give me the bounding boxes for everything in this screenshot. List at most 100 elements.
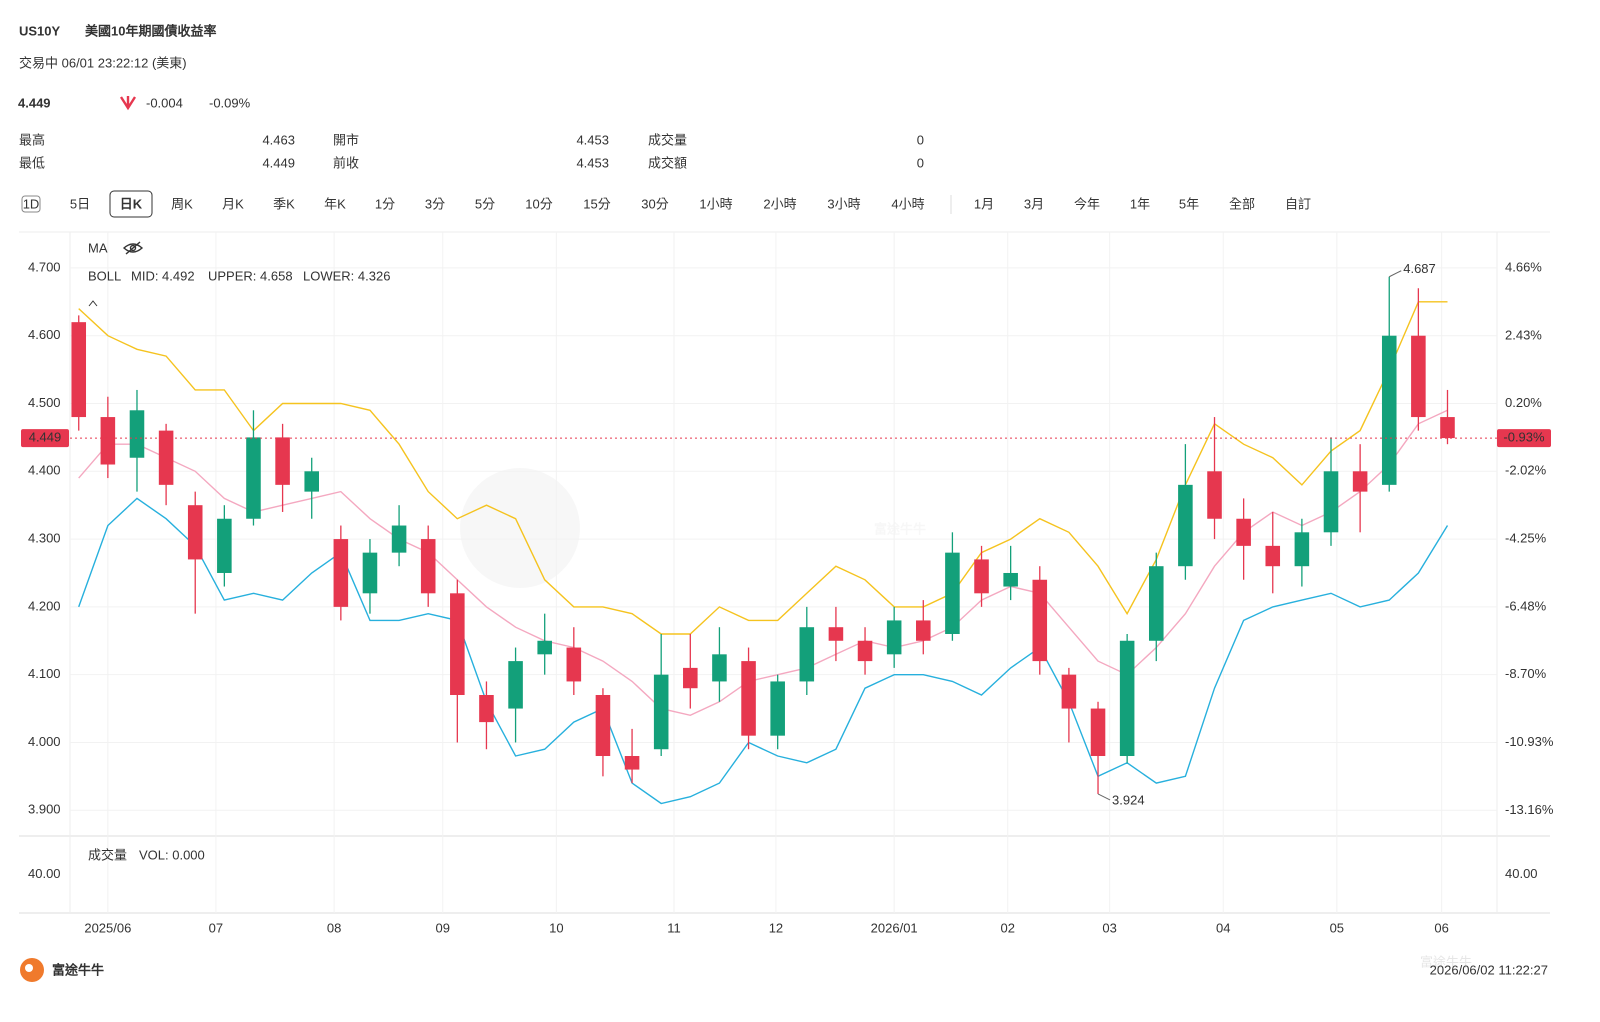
symbol: US10Y [19, 23, 61, 38]
toolbar-tab[interactable]: 1年 [1130, 196, 1150, 211]
instrument-name: 美國10年期國債收益率 [85, 23, 216, 38]
candle-body [566, 647, 582, 682]
toolbar-tab[interactable]: 1分 [375, 196, 395, 211]
candle-body [158, 430, 174, 485]
boll-line [78, 409, 1448, 717]
toolbar-tab[interactable]: 日K [120, 196, 143, 211]
candle-body [1148, 566, 1164, 641]
change-pct: -0.09% [209, 95, 251, 110]
y2-tick-label: 0.20% [1505, 395, 1542, 410]
x-tick-label: 06 [1434, 920, 1448, 935]
candle-body [1352, 471, 1368, 492]
toolbar-tab[interactable]: 全部 [1229, 196, 1255, 211]
candle-body [799, 627, 815, 682]
candle-body [1265, 545, 1281, 567]
candle-body [508, 661, 523, 709]
x-tick-label: 2026/01 [871, 920, 918, 935]
candle-body [1178, 484, 1193, 567]
x-tick-label: 11 [667, 920, 681, 935]
toolbar-tab[interactable]: 10分 [525, 196, 552, 211]
candle-body [1061, 674, 1077, 709]
candle-body [391, 525, 407, 553]
toolbar-tab[interactable]: 3小時 [827, 196, 860, 211]
y2-tick-label: -13.16% [1505, 802, 1554, 817]
x-tick-label: 12 [769, 920, 783, 935]
footer-watermark: 富途牛牛 [1420, 954, 1472, 969]
toolbar-tab[interactable]: 4小時 [891, 196, 924, 211]
stat-value: 4.453 [576, 155, 609, 170]
candle-body [624, 756, 640, 770]
min-pointer [1097, 793, 1111, 801]
candle-body [420, 539, 436, 594]
stat-value: 4.463 [262, 132, 295, 147]
candle-body [1119, 640, 1135, 757]
y-tick-label: 4.100 [28, 666, 61, 681]
stat-label: 成交量 [648, 132, 687, 147]
toolbar-tab[interactable]: 5年 [1179, 196, 1199, 211]
candle-body [916, 620, 931, 641]
logo-mark [20, 958, 44, 982]
boll-line [78, 497, 1449, 805]
change: -0.004 [146, 95, 183, 110]
candle-body [1440, 417, 1455, 439]
price: 4.449 [18, 95, 51, 110]
stat-label: 最高 [19, 132, 45, 147]
y-tick-label: 4.700 [28, 259, 61, 274]
candle-body [479, 694, 494, 723]
watermark: 富途牛牛 [874, 521, 926, 536]
y2-tick-label: -4.25% [1505, 531, 1547, 546]
toolbar-tab[interactable]: 今年 [1074, 196, 1100, 211]
stat-label: 成交額 [648, 155, 687, 170]
toolbar-tab[interactable]: 周K [171, 196, 193, 211]
y-tick-label: 4.200 [28, 598, 61, 613]
toolbar-tab[interactable]: 15分 [583, 196, 610, 211]
candle-body [1411, 335, 1426, 418]
collapse-caret [88, 300, 98, 307]
candle-body [770, 681, 785, 736]
y-tick-label: 4.000 [28, 734, 61, 749]
y-tick-label: 4.300 [28, 531, 61, 546]
candle-body [537, 640, 552, 655]
toolbar-tab[interactable]: 年K [324, 196, 346, 211]
toolbar-tab[interactable]: 3分 [425, 196, 445, 211]
y2-tick-label: 2.43% [1505, 327, 1542, 342]
toolbar-tab[interactable]: 季K [273, 196, 295, 211]
x-tick-label: 08 [327, 920, 341, 935]
candle-body [945, 552, 960, 634]
toolbar-tab[interactable]: 1D [23, 196, 40, 211]
candle-body [187, 505, 203, 560]
toolbar-tab[interactable]: 1小時 [699, 196, 732, 211]
x-tick-label: 04 [1216, 920, 1230, 935]
boll-legend-item: UPPER: 4.658 [208, 268, 293, 283]
toolbar-tab[interactable]: 5日 [70, 196, 90, 211]
candle-body [1032, 579, 1048, 662]
volume-title: 成交量 [88, 847, 127, 862]
candle-body [741, 661, 756, 736]
y-tick-label: 4.600 [28, 327, 61, 342]
y2-tick-label: -8.70% [1505, 666, 1547, 681]
boll-legend-item: LOWER: 4.326 [303, 268, 390, 283]
candle-body [712, 654, 727, 682]
x-tick-label: 05 [1330, 920, 1344, 935]
toolbar-tab[interactable]: 自訂 [1285, 196, 1311, 211]
candle-body [1381, 335, 1397, 485]
candle-body [129, 410, 145, 458]
candle-body [450, 593, 465, 695]
toolbar-tab[interactable]: 1月 [974, 196, 994, 211]
candle-body [217, 518, 232, 573]
toolbar-tab[interactable]: 月K [222, 196, 244, 211]
stat-label: 前收 [333, 155, 359, 170]
candle-body [683, 667, 698, 689]
toolbar-tab[interactable]: 2小時 [763, 196, 796, 211]
toolbar-tab[interactable]: 30分 [641, 196, 668, 211]
last-price-label: 4.449 [29, 430, 62, 445]
day-icon [21, 195, 41, 213]
toolbar-tab[interactable]: 3月 [1024, 196, 1044, 211]
y-tick-label: 4.500 [28, 395, 61, 410]
toolbar-tab[interactable]: 5分 [475, 196, 495, 211]
y2-tick-label: -6.48% [1505, 599, 1547, 614]
max-pointer [1389, 270, 1402, 278]
stat-label: 開市 [333, 132, 359, 147]
candle-body [1294, 532, 1310, 567]
